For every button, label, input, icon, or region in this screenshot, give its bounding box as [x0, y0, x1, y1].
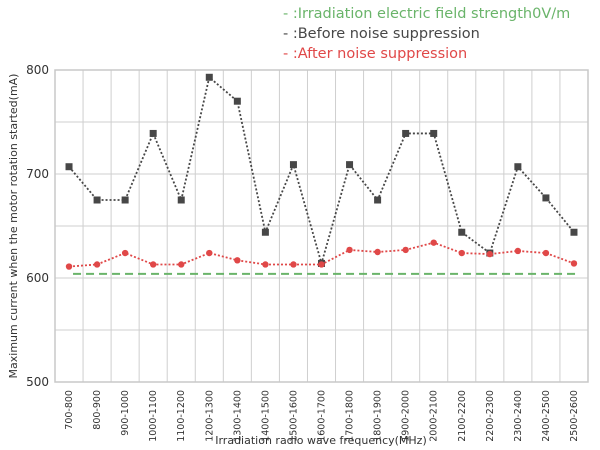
after-point — [178, 261, 185, 268]
x-tick-label: 1000-1100 — [148, 390, 159, 442]
before-point — [233, 97, 241, 105]
x-tick-label: 1400-1500 — [260, 390, 271, 442]
x-tick-label: 800-900 — [92, 390, 103, 430]
before-point — [65, 163, 73, 171]
after-point — [542, 249, 550, 257]
legend-item-before: - :Before noise suppression — [283, 26, 480, 42]
x-tick-label: 2500-2600 — [569, 390, 580, 442]
x-tick-label: 1500-1600 — [288, 390, 299, 442]
after-point — [290, 261, 297, 268]
x-tick-label: 900-1000 — [120, 390, 131, 436]
y-tick-label: 600 — [26, 271, 49, 285]
plot-frame — [54, 69, 589, 383]
after-point — [318, 261, 325, 268]
after-point — [121, 249, 129, 257]
before-point — [289, 161, 297, 169]
x-tick-label: 1800-1900 — [373, 390, 384, 442]
x-tick-label: 2300-2400 — [513, 390, 524, 442]
x-tick-label: 1600-1700 — [317, 390, 328, 442]
after-point — [514, 247, 522, 255]
after-point — [206, 249, 213, 257]
x-tick-label: 2400-2500 — [541, 390, 552, 442]
after-point — [149, 261, 157, 268]
after-point — [402, 246, 409, 254]
x-tick-label: 1900-2000 — [401, 390, 412, 442]
after-point — [374, 248, 381, 256]
y-tick-label: 800 — [26, 63, 49, 77]
y-axis-label: Maximum current when the motor rotation … — [7, 74, 20, 379]
before-point — [93, 196, 101, 204]
legend: - :Irradiation electric field strength0V… — [283, 4, 570, 64]
before-line — [68, 75, 575, 267]
x-tick-label: 2100-2200 — [457, 390, 468, 442]
after-point — [570, 260, 578, 267]
before-point — [542, 194, 550, 202]
after-point — [262, 261, 269, 268]
before-point — [570, 228, 578, 236]
before-point — [346, 161, 354, 169]
before-point — [514, 163, 522, 171]
x-tick-label: 700-800 — [64, 390, 75, 430]
before-point — [177, 196, 185, 204]
before-point — [149, 129, 157, 137]
after-point — [458, 249, 465, 257]
before-point — [121, 196, 129, 204]
after-point — [93, 261, 101, 268]
x-tick-label: 1100-1200 — [176, 390, 187, 442]
x-tick-label: 1200-1300 — [204, 390, 215, 442]
after-point — [486, 250, 494, 258]
legend-item-after: - :After noise suppression — [283, 46, 468, 62]
before-point — [402, 129, 410, 137]
x-tick-label: 2000-2100 — [429, 390, 440, 442]
x-tick-label: 1700-1800 — [345, 390, 356, 442]
x-tick-label: 1300-1400 — [232, 390, 243, 442]
y-tick-label: 500 — [26, 375, 49, 389]
before-point — [430, 129, 438, 137]
before-point — [261, 228, 269, 236]
after-point — [65, 263, 73, 270]
y-tick-label: 700 — [26, 167, 49, 181]
before-point — [374, 196, 382, 204]
after-point — [234, 257, 241, 264]
before-point — [458, 228, 466, 236]
legend-item-field-strength: - :Irradiation electric field strength0V… — [283, 6, 571, 22]
x-axis-label: Irradiation radio wave frequency(MHz) — [215, 434, 427, 447]
before-point — [205, 73, 213, 81]
x-tick-label: 2200-2300 — [485, 390, 496, 442]
after-point — [346, 246, 353, 254]
after-point — [430, 239, 437, 246]
